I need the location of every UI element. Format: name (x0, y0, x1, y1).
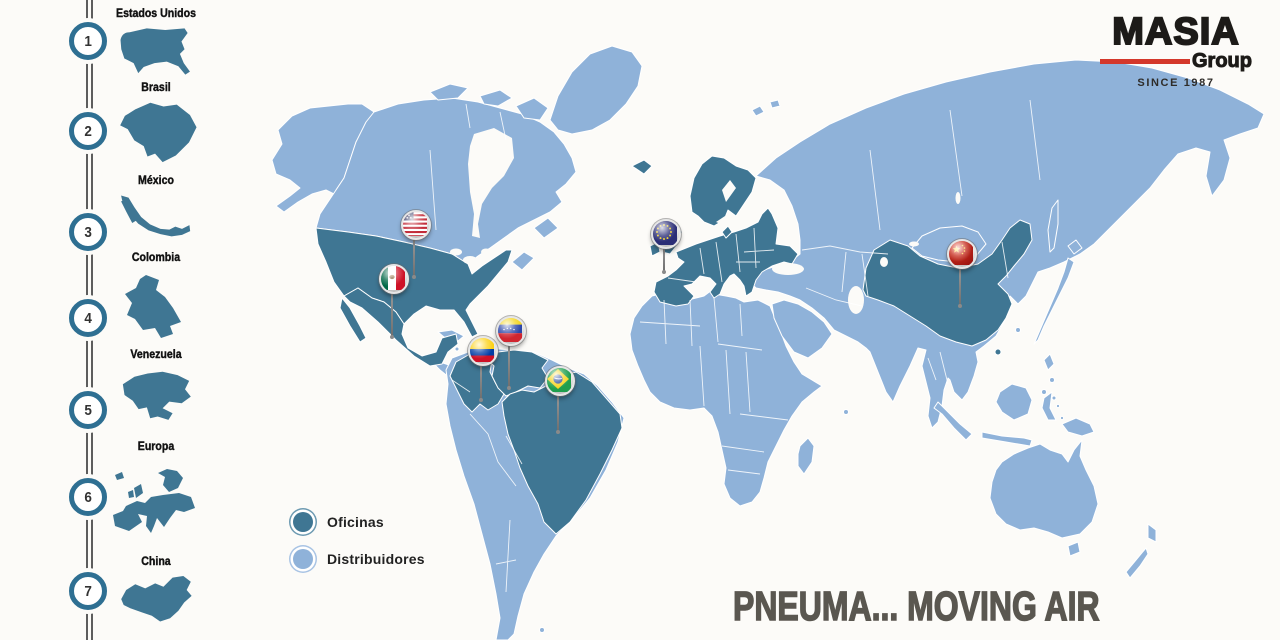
legend-distributors-label: Distribuidores (327, 551, 425, 567)
china-flag-icon (949, 241, 973, 265)
map-internal-borders (429, 99, 1041, 593)
sidebar-step-4[interactable]: 4 (69, 299, 107, 337)
usa-shape-icon (106, 23, 206, 77)
map-country-venezuela (485, 349, 549, 397)
sidebar-item-label: Europa (137, 441, 175, 453)
pin-stem (412, 235, 416, 279)
eu-flag-icon (653, 221, 677, 245)
pin-stem (556, 391, 560, 434)
legend-offices-label: Oficinas (327, 514, 384, 530)
logo-brand-text: MASIA (1111, 10, 1240, 54)
sidebar-item-label: México (138, 175, 174, 187)
venezuela-shape-icon (106, 366, 206, 424)
masia-group-logo: MASIA Group SINCE 1987 (1100, 10, 1253, 89)
sidebar-step-5[interactable]: 5 (69, 391, 107, 429)
pin-stem (390, 289, 394, 339)
mexico-shape-icon (106, 191, 206, 243)
map-legend: Oficinas Distribuidores (293, 512, 425, 569)
logo-red-rule (1100, 59, 1190, 64)
logo-group-text: Group (1192, 49, 1253, 72)
sidebar-step-1[interactable]: 1 (69, 22, 107, 60)
china-shape-icon (106, 571, 206, 629)
sidebar-item-label: Colombia (131, 252, 181, 264)
mexico-flag-icon (381, 266, 405, 290)
pin-stem (479, 361, 483, 402)
map-region-arabia (771, 299, 833, 359)
sidebar-item-label: Brasil (141, 82, 171, 94)
map-region-japan (1033, 239, 1083, 345)
map-region-philippines (1043, 353, 1055, 371)
usa-flag-icon (403, 212, 427, 236)
map-region-newfoundland (511, 217, 559, 271)
europe-shape-icon (106, 455, 206, 551)
logo-since-text: SINCE 1987 (1137, 76, 1215, 89)
map-region-greenland (549, 45, 643, 135)
distributors-swatch-icon (293, 549, 313, 569)
map-region-new-guinea (1061, 417, 1095, 437)
map-region-new-zealand (1125, 523, 1157, 579)
colombia-shape-icon (106, 267, 206, 345)
sidebar-step-3[interactable]: 3 (69, 213, 107, 251)
map-inland-water (450, 128, 961, 314)
sidebar-step-7[interactable]: 7 (69, 572, 107, 610)
map-region-africa (629, 289, 823, 507)
sidebar-item-label: Venezuela (130, 349, 182, 361)
map-region-scandinavia (689, 155, 757, 239)
map-country-mexico (339, 287, 459, 367)
pin-stem (958, 264, 962, 308)
map-region-australia (989, 439, 1099, 557)
legend-item-offices: Oficinas (293, 512, 425, 532)
tagline: PNEUMA... MOVING AIR (732, 582, 1100, 630)
map-country-brazil (501, 371, 623, 535)
legend-item-distributors: Distribuidores (293, 549, 425, 569)
venezuela-flag-icon (498, 318, 522, 342)
brazil-flag-icon (547, 368, 571, 392)
sidebar-item-label: China (141, 556, 171, 568)
map-region-sakhalin (1047, 199, 1059, 253)
brazil-shape-icon (106, 98, 206, 164)
map-region-madagascar (797, 437, 815, 475)
map-country-china (862, 219, 1033, 347)
pin-stem (662, 244, 666, 274)
sidebar-step-2[interactable]: 2 (69, 112, 107, 150)
offices-swatch-icon (293, 512, 313, 532)
sidebar-item-label: Estados Unidos (116, 8, 196, 20)
pin-stem (507, 341, 511, 390)
map-region-arctic-islands (429, 83, 781, 121)
sidebar-step-6[interactable]: 6 (69, 478, 107, 516)
map-region-indonesia (933, 383, 1057, 457)
colombia-flag-icon (470, 338, 494, 362)
